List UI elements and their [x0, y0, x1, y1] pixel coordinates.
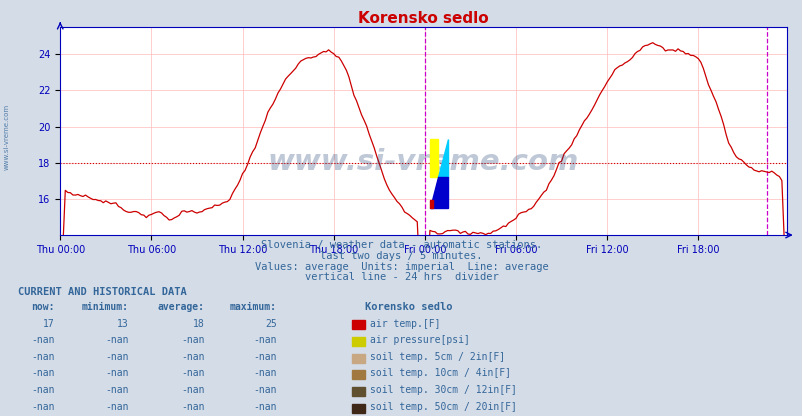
Text: air temp.[F]: air temp.[F]: [370, 319, 440, 329]
Text: Korensko sedlo: Korensko sedlo: [365, 302, 452, 312]
Polygon shape: [438, 139, 447, 177]
Polygon shape: [429, 177, 447, 208]
Text: now:: now:: [31, 302, 55, 312]
Text: air pressure[psi]: air pressure[psi]: [370, 335, 469, 345]
Text: last two days / 5 minutes.: last two days / 5 minutes.: [320, 251, 482, 261]
Text: soil temp. 30cm / 12in[F]: soil temp. 30cm / 12in[F]: [370, 385, 516, 395]
Text: -nan: -nan: [181, 352, 205, 362]
Text: www.si-vreme.com: www.si-vreme.com: [268, 148, 578, 176]
Text: 25: 25: [265, 319, 277, 329]
Text: -nan: -nan: [181, 385, 205, 395]
Text: -nan: -nan: [31, 335, 55, 345]
Bar: [429, 200, 432, 208]
Text: -nan: -nan: [31, 352, 55, 362]
Text: minimum:: minimum:: [81, 302, 128, 312]
Text: Values: average  Units: imperial  Line: average: Values: average Units: imperial Line: av…: [254, 262, 548, 272]
Text: -nan: -nan: [253, 369, 277, 379]
Text: vertical line - 24 hrs  divider: vertical line - 24 hrs divider: [304, 272, 498, 282]
Text: soil temp. 10cm / 4in[F]: soil temp. 10cm / 4in[F]: [370, 369, 511, 379]
Title: Korensko sedlo: Korensko sedlo: [358, 11, 488, 26]
Text: -nan: -nan: [105, 402, 128, 412]
Text: average:: average:: [157, 302, 205, 312]
Text: 13: 13: [116, 319, 128, 329]
Text: -nan: -nan: [253, 402, 277, 412]
Text: -nan: -nan: [31, 385, 55, 395]
Text: -nan: -nan: [31, 402, 55, 412]
Text: soil temp. 5cm / 2in[F]: soil temp. 5cm / 2in[F]: [370, 352, 504, 362]
Text: Slovenia / weather data - automatic stations.: Slovenia / weather data - automatic stat…: [261, 240, 541, 250]
Text: 17: 17: [43, 319, 55, 329]
Text: -nan: -nan: [181, 335, 205, 345]
Text: -nan: -nan: [253, 385, 277, 395]
Text: CURRENT AND HISTORICAL DATA: CURRENT AND HISTORICAL DATA: [18, 287, 186, 297]
Text: www.si-vreme.com: www.si-vreme.com: [3, 104, 10, 170]
Text: 18: 18: [192, 319, 205, 329]
Bar: [429, 139, 438, 177]
Text: -nan: -nan: [105, 369, 128, 379]
Text: -nan: -nan: [105, 352, 128, 362]
Text: -nan: -nan: [31, 369, 55, 379]
Text: -nan: -nan: [105, 335, 128, 345]
Text: -nan: -nan: [253, 335, 277, 345]
Text: maximum:: maximum:: [229, 302, 277, 312]
Text: -nan: -nan: [105, 385, 128, 395]
Text: -nan: -nan: [253, 352, 277, 362]
Text: -nan: -nan: [181, 369, 205, 379]
Text: soil temp. 50cm / 20in[F]: soil temp. 50cm / 20in[F]: [370, 402, 516, 412]
Text: -nan: -nan: [181, 402, 205, 412]
